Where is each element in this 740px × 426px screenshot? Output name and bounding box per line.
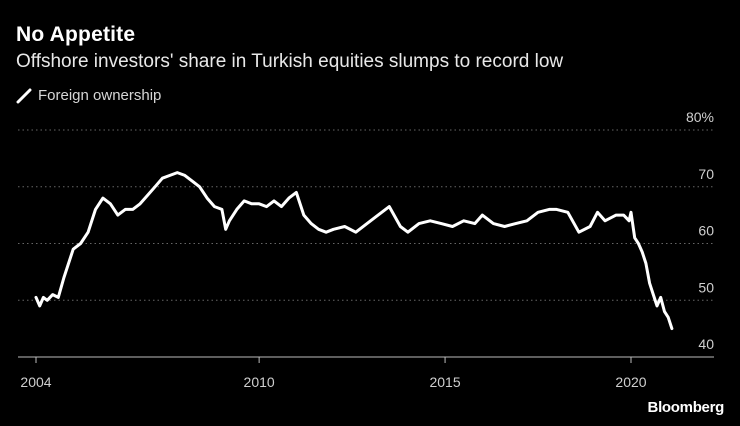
legend-line-icon [16,88,32,103]
chart-subtitle: Offshore investors' share in Turkish equ… [16,51,564,72]
series-line-foreign-ownership [34,171,674,331]
x-tick-label-2010: 2010 [244,374,275,390]
y-tick-label-60: 60 [698,223,714,239]
y-tick-label-70: 70 [698,166,714,182]
chart-title: No Appetite [16,23,136,46]
x-tick-label-2004: 2004 [20,374,51,390]
x-tick-label-2015: 2015 [429,374,460,390]
legend-label: Foreign ownership [38,87,162,104]
y-tick-label-50: 50 [698,279,714,295]
source-label: Bloomberg [647,399,725,416]
legend: Foreign ownership [16,87,161,104]
x-tick-label-2020: 2020 [615,374,646,390]
y-tick-label-40: 40 [698,336,714,352]
y-tick-label-80: 80% [686,109,714,125]
